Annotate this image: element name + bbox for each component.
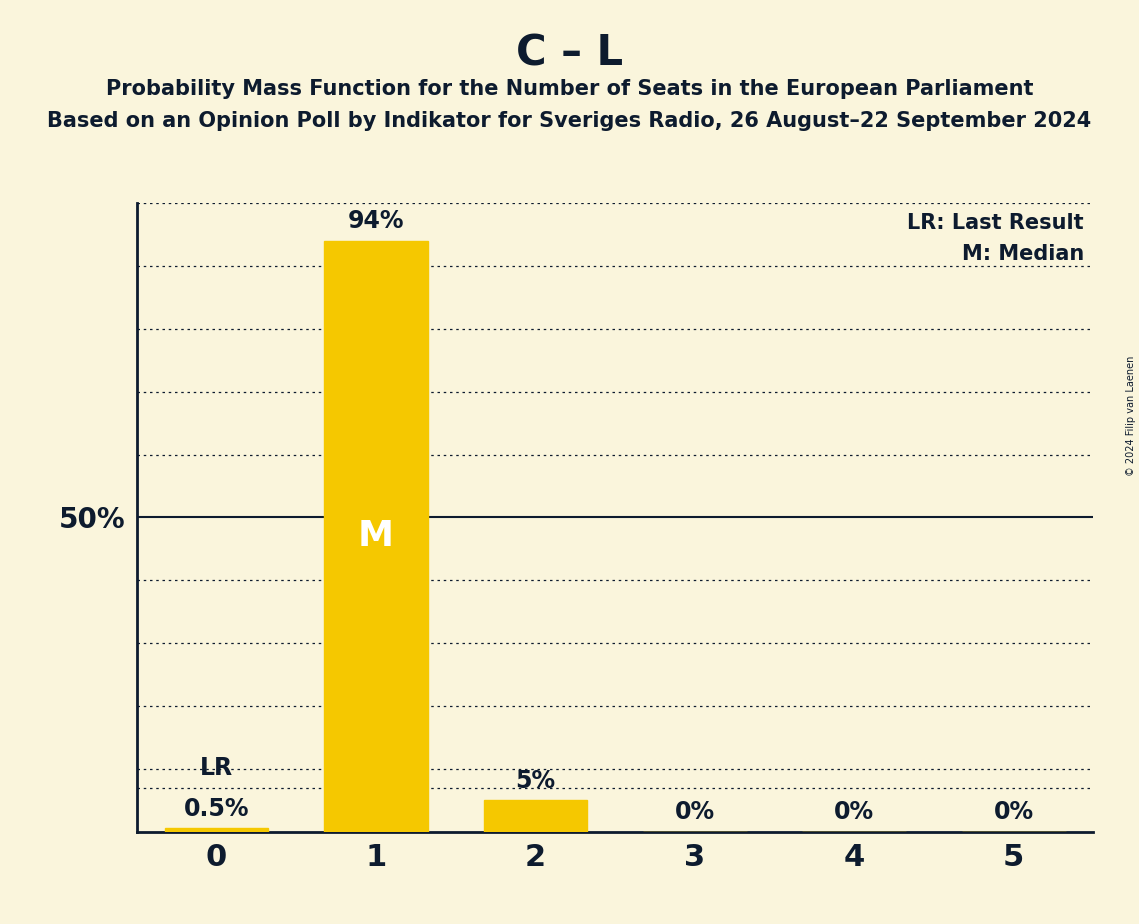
Text: 0%: 0% xyxy=(674,800,715,824)
Text: 94%: 94% xyxy=(347,210,404,234)
Text: LR: LR xyxy=(199,756,233,780)
Text: LR: Last Result: LR: Last Result xyxy=(908,213,1084,233)
Text: 0.5%: 0.5% xyxy=(183,796,249,821)
Text: 0%: 0% xyxy=(993,800,1034,824)
Text: C – L: C – L xyxy=(516,32,623,74)
Bar xyxy=(483,800,588,832)
Text: Based on an Opinion Poll by Indikator for Sveriges Radio, 26 August–22 September: Based on an Opinion Poll by Indikator fo… xyxy=(48,111,1091,131)
Text: 5%: 5% xyxy=(515,769,556,793)
Text: © 2024 Filip van Laenen: © 2024 Filip van Laenen xyxy=(1126,356,1136,476)
Text: M: M xyxy=(358,519,394,553)
Text: 0%: 0% xyxy=(834,800,875,824)
Bar xyxy=(325,241,428,832)
Text: M: Median: M: Median xyxy=(961,244,1084,264)
Text: Probability Mass Function for the Number of Seats in the European Parliament: Probability Mass Function for the Number… xyxy=(106,79,1033,99)
Bar xyxy=(164,829,268,832)
